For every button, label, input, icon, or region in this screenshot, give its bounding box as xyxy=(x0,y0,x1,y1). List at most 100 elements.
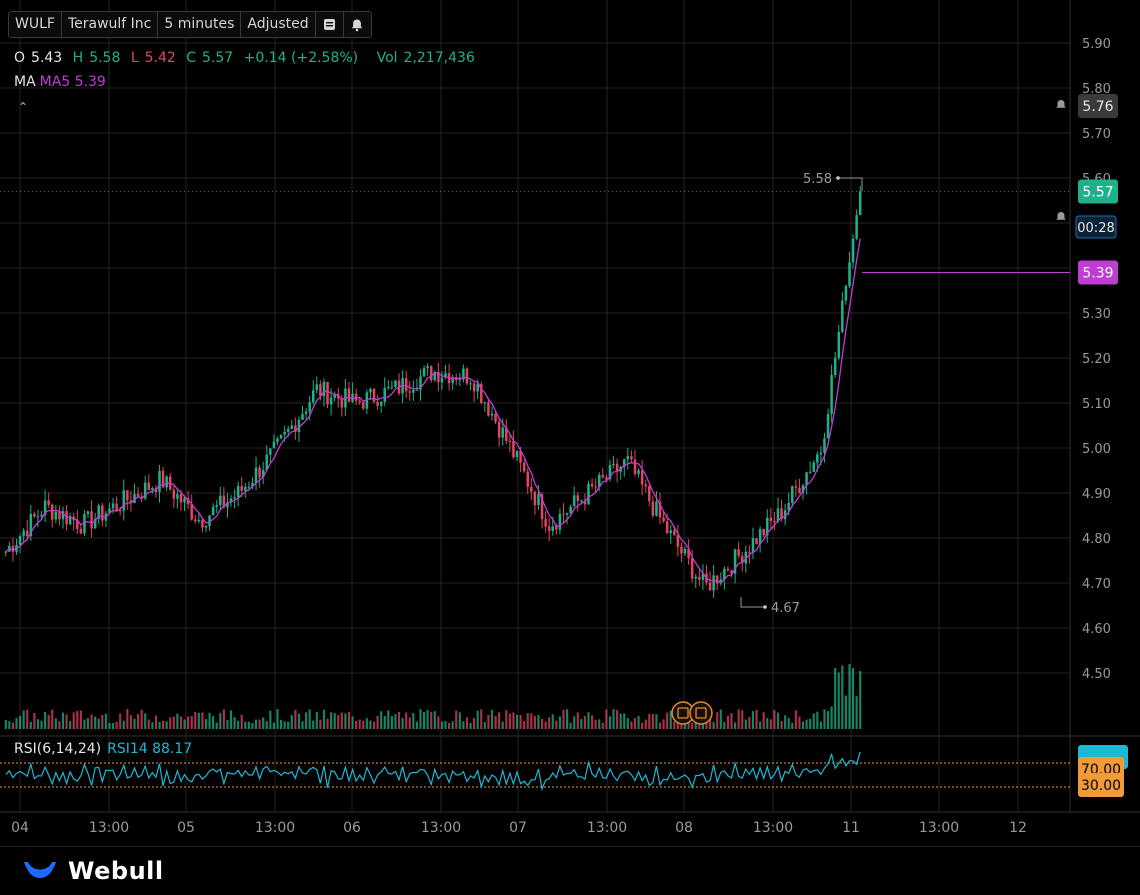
bell-icon xyxy=(1056,212,1066,220)
volume-bar xyxy=(372,721,376,729)
price-tick-label: 5.30 xyxy=(1082,307,1111,322)
candle-body xyxy=(258,467,261,478)
symbol-button[interactable]: WULF xyxy=(9,12,62,37)
notes-icon[interactable] xyxy=(316,12,344,37)
volume-bar xyxy=(36,719,40,729)
candle-body xyxy=(451,377,454,384)
volume-bar xyxy=(8,721,11,729)
candle-body xyxy=(780,508,783,520)
price-chart[interactable]: 5.905.805.705.605.505.405.305.205.105.00… xyxy=(0,0,1140,846)
volume-bar xyxy=(451,721,454,729)
chevron-up-icon[interactable]: ⌃ xyxy=(18,100,29,114)
adjust-dropdown[interactable]: Adjusted xyxy=(241,12,316,37)
volume-bar xyxy=(108,722,111,729)
volume-bar xyxy=(730,713,733,729)
candle-body xyxy=(744,551,748,564)
candle-body xyxy=(841,300,844,332)
volume-bar xyxy=(122,720,125,729)
volume-bar xyxy=(154,715,158,729)
price-tick-label: 4.60 xyxy=(1082,622,1111,637)
candle-body xyxy=(186,498,190,505)
candle-body xyxy=(365,392,369,409)
volume-bar xyxy=(448,722,451,729)
volume-bar xyxy=(204,719,208,729)
candle-body xyxy=(93,518,97,529)
volume-bar xyxy=(111,722,115,729)
volume-bar xyxy=(340,712,343,729)
toolbar: WULF Terawulf Inc 5 minutes Adjusted xyxy=(8,11,372,38)
volume-bar xyxy=(805,719,808,729)
low-marker-label: 4.67 xyxy=(771,601,800,616)
volume-bar xyxy=(237,720,240,729)
candle-body xyxy=(47,500,50,505)
candle-body xyxy=(126,490,129,501)
ma-legend[interactable]: MA MA5 5.39 xyxy=(14,74,106,90)
candle-body xyxy=(54,511,58,520)
volume-bar xyxy=(462,721,465,729)
candle-body xyxy=(437,371,440,383)
volume-bar xyxy=(383,715,386,729)
candle-body xyxy=(623,459,626,467)
volume-bar xyxy=(433,711,436,729)
company-name[interactable]: Terawulf Inc xyxy=(62,12,159,37)
volume-bar xyxy=(644,719,647,729)
volume-bar xyxy=(151,722,154,729)
candle-body xyxy=(769,517,773,521)
rsi-legend[interactable]: RSI(6,14,24) RSI14 88.17 xyxy=(14,741,192,757)
candle-body xyxy=(640,470,644,485)
volume-bar xyxy=(837,672,840,729)
volume-bar xyxy=(222,709,225,729)
candle-body xyxy=(791,486,794,503)
volume-bar xyxy=(473,718,476,729)
volume-bar xyxy=(812,713,815,729)
rsi-lower-tag-bg xyxy=(1078,773,1124,797)
candle-body xyxy=(669,530,672,534)
candle-body xyxy=(472,383,476,392)
volume-bar xyxy=(33,712,36,729)
volume-bar xyxy=(279,719,283,729)
volume-bar xyxy=(419,709,422,729)
interval-dropdown[interactable]: 5 minutes xyxy=(158,12,242,37)
rsi-label: RSI(6,14,24) xyxy=(14,741,102,757)
event-badge-glyph xyxy=(695,707,707,719)
volume-bar xyxy=(305,712,308,729)
volume-bar xyxy=(851,668,855,729)
bell-icon[interactable] xyxy=(344,12,371,37)
volume-bar xyxy=(598,719,601,729)
candle-body xyxy=(297,419,301,433)
volume-bar xyxy=(776,712,780,729)
candle-body xyxy=(240,485,243,491)
candle-body xyxy=(558,513,562,530)
candle-body xyxy=(751,538,755,553)
candle-body xyxy=(740,555,744,564)
candle-body xyxy=(315,384,319,391)
candle-body xyxy=(165,476,168,488)
high-marker-label: 5.58 xyxy=(803,172,832,187)
volume-bar xyxy=(658,722,662,729)
volume-bar xyxy=(54,718,57,729)
candle-body xyxy=(340,398,344,408)
candle-body xyxy=(787,502,790,511)
candle-body xyxy=(379,401,383,406)
volume-bar xyxy=(655,714,658,729)
candle-body xyxy=(501,427,504,438)
candle-body xyxy=(673,530,676,536)
volume-bar xyxy=(51,709,54,729)
candle-body xyxy=(494,413,497,422)
candle-body xyxy=(36,516,40,518)
volume-bar xyxy=(201,712,204,729)
candle-body xyxy=(394,380,397,387)
time-tick-label: 07 xyxy=(509,820,527,836)
volume-bar xyxy=(490,710,494,729)
candle-body xyxy=(773,520,776,522)
candle-body xyxy=(354,393,358,401)
price-tick-label: 4.50 xyxy=(1082,667,1111,682)
candle-body xyxy=(680,546,683,554)
candle-body xyxy=(683,549,687,554)
volume-bar xyxy=(716,712,719,729)
candle-body xyxy=(833,357,837,375)
candle-body xyxy=(76,520,79,529)
volume-bar xyxy=(469,722,472,729)
volume-bar xyxy=(540,718,544,729)
volume-bar xyxy=(405,712,408,729)
